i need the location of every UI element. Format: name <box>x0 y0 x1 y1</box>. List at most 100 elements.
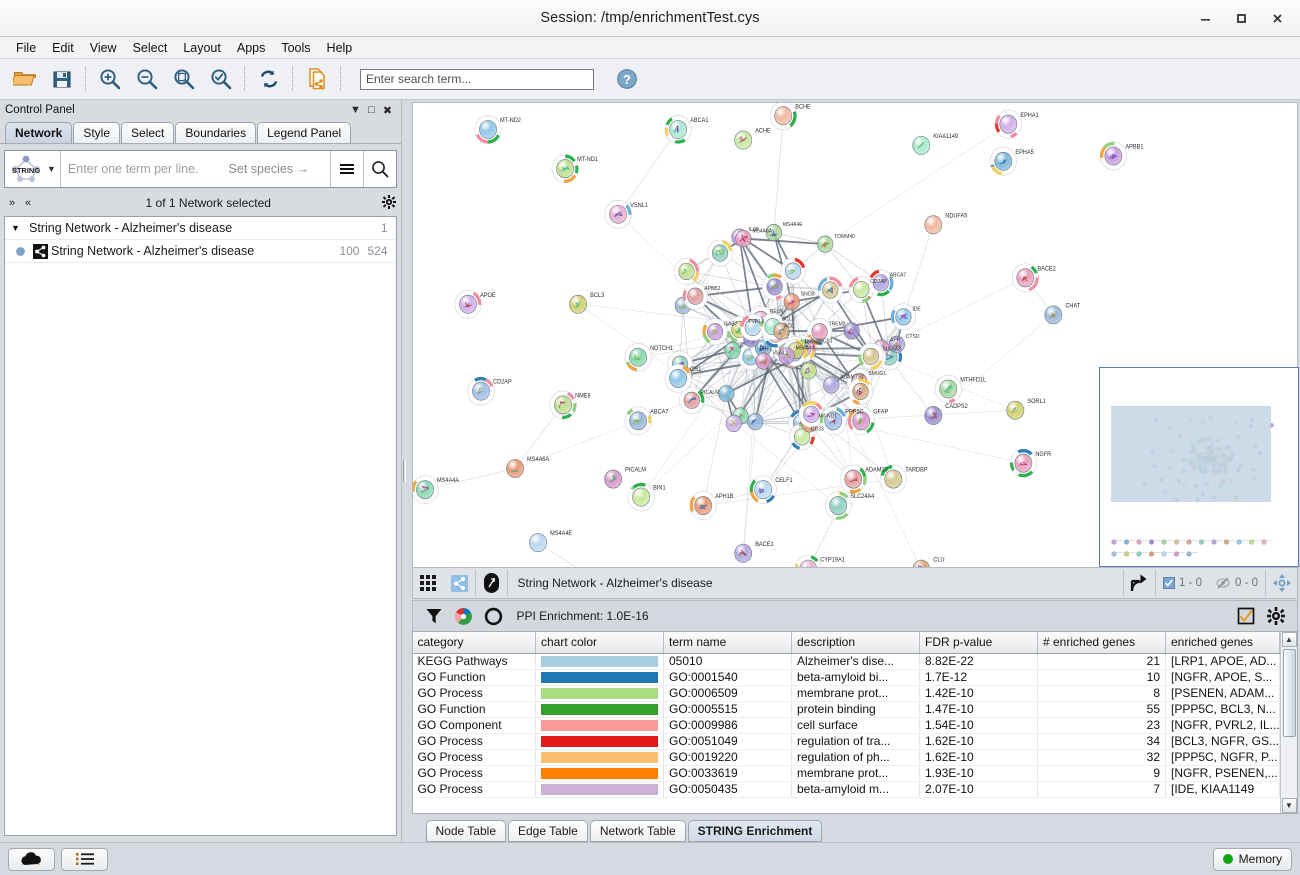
control-panel-collapse-icon[interactable]: ▼ <box>348 104 364 116</box>
tab-string-enrichment[interactable]: STRING Enrichment <box>688 820 823 842</box>
expand-all-icon[interactable]: « <box>20 197 36 209</box>
donut-chart-icon[interactable] <box>479 602 509 630</box>
search-icon[interactable] <box>363 151 396 187</box>
zoom-in-icon[interactable] <box>91 62 128 96</box>
scroll-up-arrow-icon[interactable]: ▲ <box>1282 632 1297 647</box>
tree-row-root[interactable]: ▼ String Network - Alzheimer's disease 1 <box>5 217 396 240</box>
string-species-dropdown-icon[interactable]: ▼ <box>47 164 60 174</box>
list-icon[interactable] <box>61 848 108 871</box>
network-node[interactable] <box>632 488 649 506</box>
maximize-button[interactable] <box>1224 4 1258 34</box>
network-node[interactable] <box>800 363 816 380</box>
network-node[interactable] <box>554 396 571 414</box>
tree-expand-icon[interactable]: ▼ <box>11 223 29 233</box>
menu-help[interactable]: Help <box>319 39 361 57</box>
share-network-icon[interactable] <box>444 569 475 598</box>
network-node[interactable] <box>683 392 699 409</box>
network-node[interactable] <box>912 560 929 567</box>
grid-layout-icon[interactable] <box>413 569 444 598</box>
control-panel-float-icon[interactable]: □ <box>364 104 380 116</box>
enrichment-table-wrapper[interactable]: category chart color term name descripti… <box>412 631 1299 814</box>
tree-row-child[interactable]: String Network - Alzheimer's disease 100… <box>5 240 396 263</box>
column-header-description[interactable]: description <box>792 632 920 653</box>
network-node[interactable] <box>1006 401 1023 419</box>
gear-icon[interactable] <box>381 195 397 212</box>
network-node[interactable] <box>844 470 861 488</box>
column-header-enriched-genes[interactable]: enriched genes <box>1166 632 1280 653</box>
network-node[interactable] <box>678 263 694 280</box>
zoom-fit-icon[interactable] <box>165 62 202 96</box>
network-node[interactable] <box>924 406 941 424</box>
column-header-fdr-p-value[interactable]: FDR p-value <box>920 632 1038 653</box>
hamburger-menu-icon[interactable] <box>330 151 363 187</box>
enrichment-table[interactable]: category chart color term name descripti… <box>413 632 1281 798</box>
birds-eye-view[interactable] <box>1099 367 1299 567</box>
fit-content-icon[interactable] <box>1266 569 1297 598</box>
checkbox-icon[interactable] <box>1231 602 1261 630</box>
menu-layout[interactable]: Layout <box>175 39 229 57</box>
filter-icon[interactable] <box>419 602 449 630</box>
network-nodes[interactable] <box>413 103 1127 567</box>
network-node[interactable] <box>726 415 742 432</box>
tab-select[interactable]: Select <box>121 122 174 143</box>
network-node[interactable] <box>853 281 869 298</box>
set-species-link[interactable]: Set species → <box>229 162 310 176</box>
column-header-term-name[interactable]: term name <box>664 632 792 653</box>
network-node[interactable] <box>803 406 819 423</box>
memory-status-button[interactable]: Memory <box>1213 848 1292 871</box>
network-node[interactable] <box>569 295 586 313</box>
network-node[interactable] <box>712 245 728 262</box>
network-node[interactable] <box>629 412 646 430</box>
gear-icon[interactable] <box>1261 602 1291 630</box>
export-image-icon[interactable] <box>1124 569 1155 598</box>
cloud-icon[interactable] <box>8 848 55 871</box>
menu-file[interactable]: File <box>8 39 44 57</box>
network-node[interactable] <box>843 323 859 340</box>
network-node[interactable] <box>939 380 956 398</box>
table-vertical-scrollbar[interactable]: ▲ ▼ <box>1280 632 1297 813</box>
network-node[interactable] <box>687 288 703 305</box>
network-node[interactable] <box>774 107 791 125</box>
open-folder-icon[interactable] <box>6 62 43 96</box>
zoom-selected-icon[interactable] <box>202 62 239 96</box>
tab-style[interactable]: Style <box>73 122 120 143</box>
export-network-icon[interactable] <box>298 62 335 96</box>
refresh-icon[interactable] <box>250 62 287 96</box>
menu-view[interactable]: View <box>82 39 125 57</box>
network-node[interactable] <box>479 120 496 138</box>
network-node[interactable] <box>416 481 433 499</box>
scroll-down-arrow-icon[interactable]: ▼ <box>1282 798 1297 813</box>
search-input[interactable]: Enter search term... <box>360 69 594 90</box>
annotation-icon[interactable] <box>476 569 507 598</box>
color-palette-icon[interactable] <box>449 602 479 630</box>
tab-boundaries[interactable]: Boundaries <box>175 122 256 143</box>
birds-eye-viewport[interactable] <box>1111 406 1271 502</box>
close-button[interactable] <box>1260 4 1294 34</box>
network-node[interactable] <box>829 496 846 514</box>
network-node[interactable] <box>669 369 686 387</box>
network-node[interactable] <box>863 348 879 365</box>
network-node[interactable] <box>747 413 763 430</box>
menu-apps[interactable]: Apps <box>229 39 274 57</box>
menu-select[interactable]: Select <box>125 39 176 57</box>
enrichment-table-scroll[interactable]: category chart color term name descripti… <box>413 632 1281 813</box>
network-node[interactable] <box>1014 454 1031 472</box>
menu-edit[interactable]: Edit <box>44 39 82 57</box>
network-node[interactable] <box>999 115 1016 133</box>
control-panel-close-icon[interactable]: ✖ <box>380 104 396 117</box>
network-node[interactable] <box>629 348 646 366</box>
network-node[interactable] <box>823 377 839 394</box>
menu-tools[interactable]: Tools <box>273 39 318 57</box>
network-node[interactable] <box>718 385 734 402</box>
help-icon[interactable]: ? <box>608 62 645 96</box>
tab-edge-table[interactable]: Edge Table <box>508 820 588 842</box>
network-node[interactable] <box>506 459 523 477</box>
